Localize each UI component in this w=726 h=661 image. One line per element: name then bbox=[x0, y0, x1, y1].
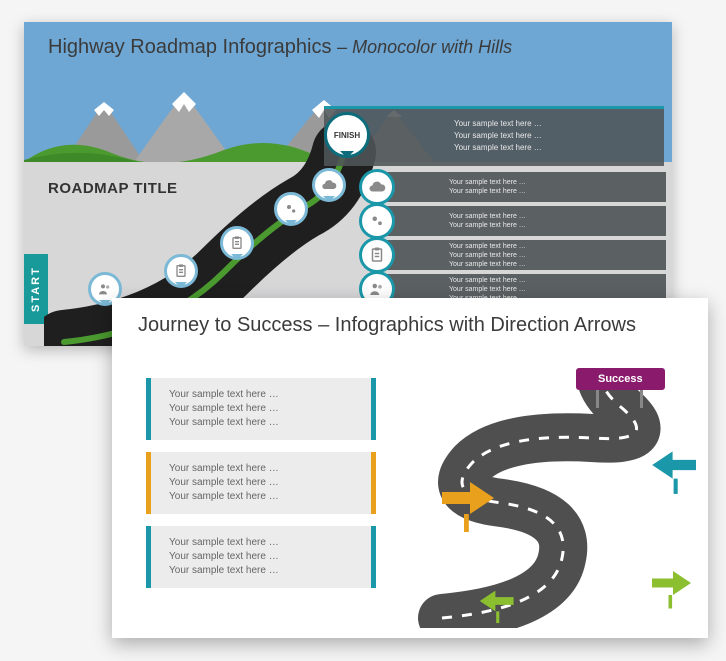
finish-label: FINISH bbox=[334, 131, 360, 140]
text-boxes: Your sample text here …Your sample text … bbox=[146, 378, 376, 600]
success-sign: Success bbox=[576, 368, 665, 390]
slide1-title-sub: – Monocolor with Hills bbox=[337, 37, 512, 57]
roadmap-title-label: ROADMAP TITLE bbox=[48, 180, 178, 197]
panel-line: Your sample text here … bbox=[454, 118, 542, 130]
info-bar-text: Your sample text here …Your sample text … bbox=[449, 242, 526, 269]
info-bars: Your sample text here …Your sample text … bbox=[376, 172, 666, 308]
slide-journey-success: Journey to Success – Infographics with D… bbox=[112, 298, 708, 638]
clipboard-icon bbox=[359, 237, 395, 273]
panel-text: Your sample text here … Your sample text… bbox=[454, 118, 542, 154]
direction-arrow bbox=[442, 478, 506, 534]
text-box: Your sample text here …Your sample text … bbox=[146, 452, 376, 514]
success-sign-label: Success bbox=[598, 373, 643, 385]
gears-pin bbox=[274, 192, 308, 226]
slide1-title-main: Highway Roadmap Infographics bbox=[48, 36, 332, 58]
finish-pin: FINISH bbox=[324, 112, 370, 158]
clipboard-pin bbox=[220, 226, 254, 260]
panel-line: Your sample text here … bbox=[454, 142, 542, 154]
info-bar-text: Your sample text here …Your sample text … bbox=[449, 212, 526, 230]
info-bar: Your sample text here …Your sample text … bbox=[376, 172, 666, 202]
text-box: Your sample text here …Your sample text … bbox=[146, 526, 376, 588]
slide1-title: Highway Roadmap Infographics – Monocolor… bbox=[48, 36, 512, 59]
panel-line: Your sample text here … bbox=[454, 130, 542, 142]
info-bar: Your sample text here …Your sample text … bbox=[376, 240, 666, 270]
gears-icon bbox=[359, 203, 395, 239]
cloud-icon bbox=[359, 169, 395, 205]
direction-arrow bbox=[472, 588, 514, 624]
text-box: Your sample text here …Your sample text … bbox=[146, 378, 376, 440]
direction-arrow bbox=[642, 448, 696, 496]
cloud-pin bbox=[312, 168, 346, 202]
info-bar: Your sample text here …Your sample text … bbox=[376, 206, 666, 236]
clipboard-pin bbox=[164, 254, 198, 288]
start-tab: START bbox=[24, 254, 48, 324]
direction-arrow bbox=[652, 568, 700, 610]
signpost-left bbox=[596, 390, 599, 408]
slide2-title: Journey to Success – Infographics with D… bbox=[138, 314, 636, 337]
signpost-right bbox=[640, 390, 643, 408]
info-bar-text: Your sample text here …Your sample text … bbox=[449, 178, 526, 196]
